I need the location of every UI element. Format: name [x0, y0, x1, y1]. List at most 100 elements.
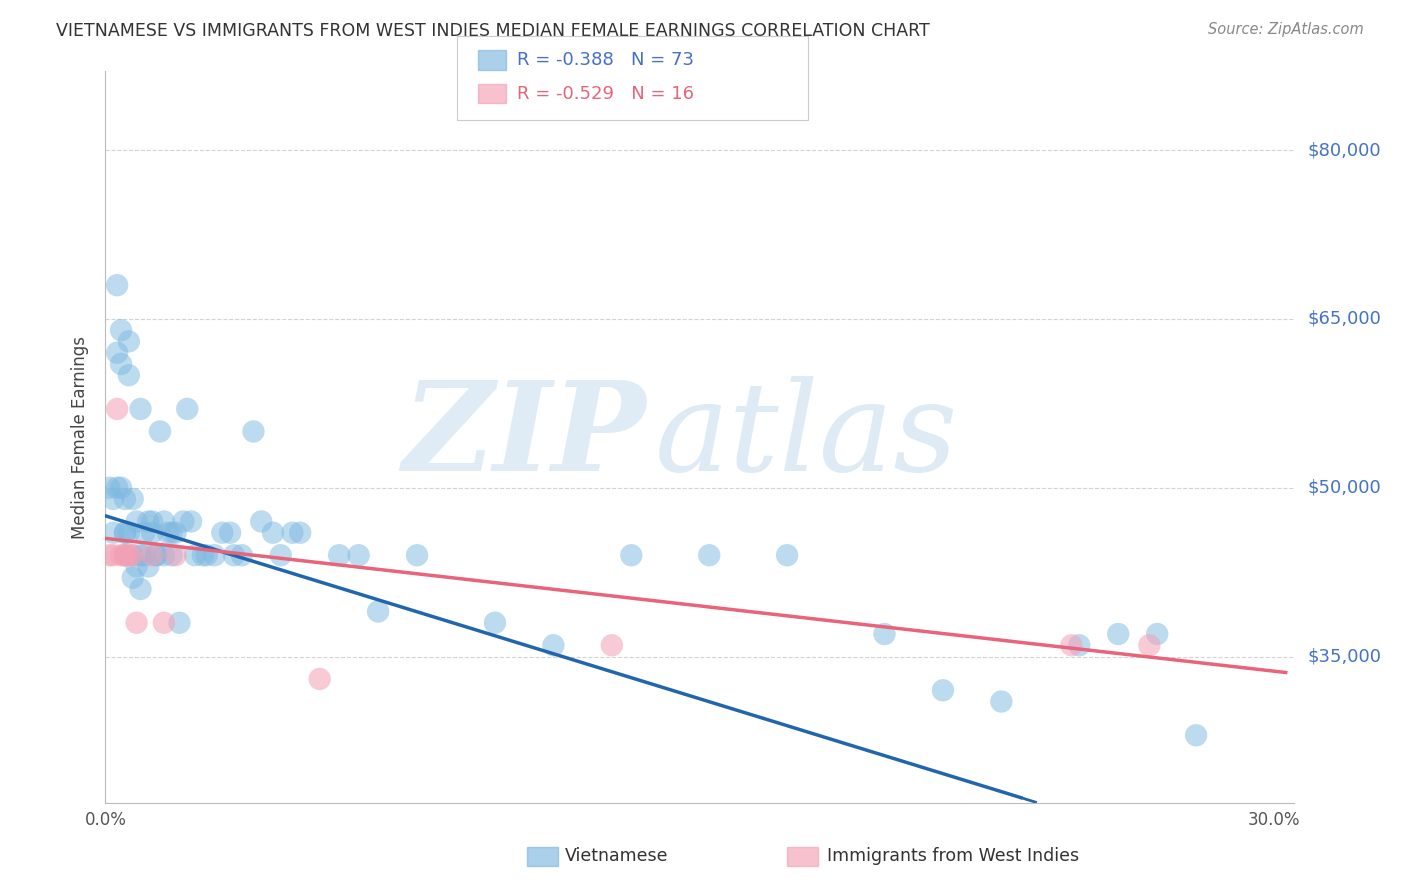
- Point: [136, 515, 159, 529]
- Point: [262, 525, 284, 540]
- Point: [543, 638, 565, 652]
- Text: Vietnamese: Vietnamese: [565, 847, 669, 865]
- Point: [1107, 627, 1129, 641]
- Point: [145, 548, 167, 562]
- Point: [145, 548, 167, 562]
- Point: [114, 525, 136, 540]
- Point: [160, 525, 183, 540]
- Point: [121, 571, 143, 585]
- Point: [204, 548, 226, 562]
- Point: [118, 334, 141, 349]
- Point: [172, 515, 194, 529]
- Point: [118, 525, 141, 540]
- Point: [176, 401, 198, 416]
- Point: [114, 548, 136, 562]
- Text: Source: ZipAtlas.com: Source: ZipAtlas.com: [1208, 22, 1364, 37]
- Point: [1185, 728, 1208, 742]
- Point: [156, 525, 179, 540]
- Point: [129, 401, 152, 416]
- Point: [347, 548, 370, 562]
- Point: [114, 548, 136, 562]
- Point: [129, 582, 152, 596]
- Point: [180, 515, 202, 529]
- Text: R = -0.529   N = 16: R = -0.529 N = 16: [517, 85, 695, 103]
- Text: $65,000: $65,000: [1308, 310, 1381, 328]
- Point: [103, 525, 125, 540]
- Point: [110, 548, 132, 562]
- Point: [600, 638, 623, 652]
- Text: R = -0.388   N = 73: R = -0.388 N = 73: [517, 51, 695, 69]
- Point: [990, 694, 1012, 708]
- Point: [932, 683, 955, 698]
- Point: [125, 515, 148, 529]
- Text: VIETNAMESE VS IMMIGRANTS FROM WEST INDIES MEDIAN FEMALE EARNINGS CORRELATION CHA: VIETNAMESE VS IMMIGRANTS FROM WEST INDIE…: [56, 22, 929, 40]
- Point: [105, 481, 128, 495]
- Point: [1137, 638, 1160, 652]
- Point: [105, 345, 128, 359]
- Point: [211, 525, 233, 540]
- Point: [125, 615, 148, 630]
- Text: ZIP: ZIP: [402, 376, 645, 498]
- Point: [191, 548, 214, 562]
- Point: [165, 548, 187, 562]
- Point: [149, 425, 172, 439]
- Point: [250, 515, 273, 529]
- Point: [308, 672, 330, 686]
- Point: [153, 548, 176, 562]
- Point: [169, 615, 191, 630]
- Point: [136, 559, 159, 574]
- Point: [219, 525, 242, 540]
- Point: [290, 525, 312, 540]
- Point: [270, 548, 292, 562]
- Point: [141, 525, 163, 540]
- Point: [110, 357, 132, 371]
- Y-axis label: Median Female Earnings: Median Female Earnings: [72, 335, 90, 539]
- Point: [110, 481, 132, 495]
- Point: [141, 548, 163, 562]
- Point: [98, 548, 121, 562]
- Point: [103, 548, 125, 562]
- Point: [118, 548, 141, 562]
- Point: [118, 368, 141, 383]
- Point: [121, 491, 143, 506]
- Point: [242, 425, 264, 439]
- Point: [134, 548, 156, 562]
- Point: [114, 525, 136, 540]
- Point: [105, 278, 128, 293]
- Point: [160, 548, 183, 562]
- Point: [114, 491, 136, 506]
- Point: [110, 323, 132, 337]
- Point: [165, 525, 187, 540]
- Point: [620, 548, 643, 562]
- Text: atlas: atlas: [654, 376, 957, 498]
- Point: [697, 548, 720, 562]
- Point: [184, 548, 207, 562]
- Point: [1146, 627, 1168, 641]
- Point: [103, 491, 125, 506]
- Point: [776, 548, 799, 562]
- Text: Immigrants from West Indies: Immigrants from West Indies: [827, 847, 1078, 865]
- Point: [121, 548, 143, 562]
- Point: [125, 559, 148, 574]
- Point: [98, 481, 121, 495]
- Point: [484, 615, 506, 630]
- Point: [121, 548, 143, 562]
- Point: [222, 548, 245, 562]
- Point: [1060, 638, 1083, 652]
- Text: $80,000: $80,000: [1308, 141, 1381, 159]
- Point: [231, 548, 253, 562]
- Point: [141, 515, 163, 529]
- Point: [114, 548, 136, 562]
- Point: [195, 548, 218, 562]
- Point: [406, 548, 429, 562]
- Point: [105, 401, 128, 416]
- Point: [153, 515, 176, 529]
- Point: [873, 627, 896, 641]
- Point: [134, 525, 156, 540]
- Point: [129, 548, 152, 562]
- Point: [328, 548, 350, 562]
- Text: $35,000: $35,000: [1308, 648, 1382, 665]
- Point: [281, 525, 304, 540]
- Text: $50,000: $50,000: [1308, 479, 1381, 497]
- Point: [367, 605, 389, 619]
